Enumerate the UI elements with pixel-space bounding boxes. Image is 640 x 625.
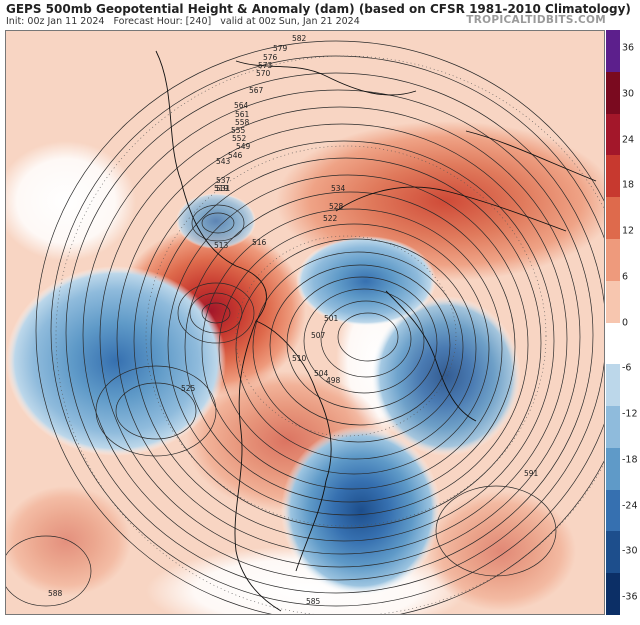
colorbar-tick-label: -36	[622, 591, 638, 603]
contour-label: 534	[331, 184, 346, 193]
colorbar-segment	[606, 155, 620, 198]
contour-label: 576	[263, 53, 278, 62]
colorbar-tick-label: 24	[622, 134, 635, 145]
colorbar-segment	[606, 71, 620, 115]
colorbar-tick-label: 18	[622, 179, 635, 191]
contour-label: 501	[324, 314, 339, 323]
contour-label: 585	[306, 597, 321, 606]
colorbar-segment	[606, 113, 620, 156]
contour-label: 546	[228, 151, 243, 160]
contour-label: 507	[311, 331, 326, 340]
colorbar-segment	[606, 447, 620, 491]
coastlines	[155, 50, 597, 612]
cold-anomaly-north-pacific	[6, 266, 226, 456]
height-anomaly-map: 582 579 576 573 570 567 564 561 558 555 …	[5, 30, 605, 615]
contour-label: 582	[292, 34, 307, 43]
colorbar-labels: 36 30 24 18 12 6 0 -6 -12 -18 -24 -30 -36	[622, 30, 640, 615]
colorbar-segment	[606, 364, 620, 407]
contour-label: 579	[273, 44, 288, 53]
height-contours	[6, 40, 604, 614]
warm-anomaly-east-pacific	[6, 486, 131, 596]
colorbar-segment	[606, 280, 620, 323]
colorbar-tick-label: -6	[622, 362, 632, 374]
colorbar-tick-label: 30	[622, 88, 635, 100]
contour-label: 504	[314, 369, 329, 378]
contour-label: 549	[236, 142, 251, 151]
contour-label: 516	[252, 238, 267, 247]
colorbar-segment	[606, 531, 620, 574]
contour-label: 528	[329, 202, 344, 211]
contour-label: 558	[235, 118, 250, 127]
colorbar-segment	[606, 573, 620, 616]
contour-label: 552	[232, 134, 247, 143]
contour-label: 561	[235, 110, 250, 119]
colorbar-segment	[606, 238, 620, 282]
colorbar-tick-label: 36	[622, 42, 635, 54]
contour-label: 513	[214, 241, 229, 250]
colorbar-segment	[606, 30, 620, 73]
init-time: Init: 00z Jan 11 2024	[6, 16, 105, 27]
run-info: Init: 00z Jan 11 2024 Forecast Hour: [24…	[6, 16, 360, 27]
colorbar-segment	[606, 489, 620, 532]
contour-label: 522	[323, 214, 338, 223]
contour-label: 531	[216, 184, 231, 193]
contour-label: 591	[524, 469, 539, 478]
contour-label-group: 582 579 576 573 570 567 564 561 558 555 …	[48, 34, 539, 606]
colorbar-tick-label: -12	[622, 408, 638, 420]
colorbar-tick-label: -24	[622, 500, 638, 511]
cold-anomaly-north-atlantic	[281, 426, 441, 596]
lat-lon-grid	[55, 55, 604, 614]
contour-label: 510	[292, 354, 307, 363]
site-watermark: TROPICALTIDBITS.COM	[466, 14, 606, 26]
contour-label: 588	[48, 589, 63, 598]
anomaly-colorbar	[606, 30, 620, 616]
contour-label: 498	[326, 376, 341, 385]
colorbar-segment	[606, 322, 620, 365]
page-title: GEPS 500mb Geopotential Height & Anomaly…	[6, 2, 631, 16]
valid-time: valid at 00z Sun, Jan 21 2024	[220, 16, 360, 27]
colorbar-tick-label: 0	[622, 317, 629, 328]
colorbar-tick-label: 12	[622, 225, 635, 237]
colorbar-tick-label: 6	[622, 271, 629, 283]
contour-label: 543	[216, 157, 231, 166]
contour-label: 519	[214, 184, 229, 193]
colorbar-segment	[606, 197, 620, 240]
contour-label: 573	[258, 61, 273, 70]
contour-label: 570	[256, 69, 271, 78]
colorbar-segment	[606, 406, 620, 449]
contour-label: 564	[234, 101, 249, 110]
contour-label: 537	[216, 176, 231, 185]
contour-label: 525	[181, 384, 196, 393]
colorbar-tick-label: -30	[622, 545, 638, 557]
warm-anomaly-east-atlantic	[426, 491, 576, 611]
contour-label: 555	[231, 126, 246, 135]
colorbar-tick-label: -18	[622, 454, 638, 466]
forecast-hour: Forecast Hour: [240]	[113, 16, 212, 27]
contour-label: 567	[249, 86, 264, 95]
cold-anomaly-arctic	[296, 236, 436, 326]
neutral-region-west	[6, 141, 136, 261]
